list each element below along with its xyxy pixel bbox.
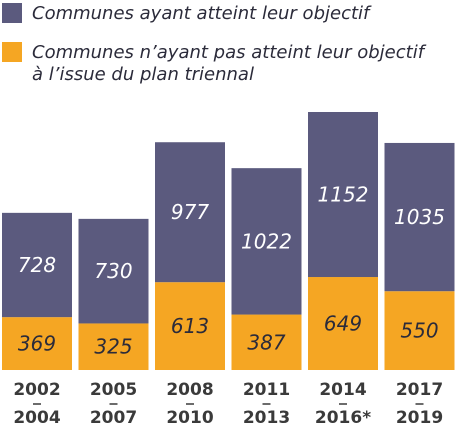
tick-label-end-2: 2010 <box>166 408 213 428</box>
legend-label-1-1: à l’issue du plan triennal <box>32 64 254 85</box>
legend: Communes ayant atteint leur objectif Comm… <box>2 3 427 85</box>
tick-label-end-5: 2019 <box>396 408 443 428</box>
bar-reached-4 <box>308 112 378 278</box>
data-label-not-reached-4: 649 <box>324 312 362 336</box>
legend-label-1-0: Communes n’ayant pas atteint leur object… <box>32 42 427 63</box>
tick-label-start-5: 2017 <box>396 380 443 400</box>
data-label-reached-4: 1152 <box>318 183 369 207</box>
tick-label-end-3: 2013 <box>243 408 290 428</box>
bar-reached-3 <box>231 168 302 315</box>
bar-not-reached-2 <box>155 282 225 370</box>
bar-reached-5 <box>384 142 455 292</box>
data-label-not-reached-5: 550 <box>400 319 438 343</box>
bar-reached-1 <box>78 218 149 324</box>
tick-label-end-1: 2007 <box>90 408 137 428</box>
tick-label-end-0: 2004 <box>13 408 60 428</box>
x-axis: 2002 2004 2005 2007 2008 2010 2011 2013 2014 2016… <box>13 380 443 428</box>
bars: 369 728 325 730 613 977 387 1022 649 1152 550 1035 <box>2 112 455 370</box>
tick-label-start-3: 2011 <box>243 380 290 400</box>
bar-reached-2 <box>155 142 225 283</box>
legend-swatch-0 <box>2 3 22 23</box>
tick-label-start-2: 2008 <box>166 380 213 400</box>
bar-not-reached-5 <box>384 291 455 370</box>
tick-label-start-0: 2002 <box>13 380 60 400</box>
data-label-reached-3: 1022 <box>241 229 292 253</box>
data-label-not-reached-2: 613 <box>171 314 209 338</box>
tick-label-start-4: 2014 <box>319 380 366 400</box>
data-label-reached-1: 730 <box>94 259 132 283</box>
data-label-not-reached-3: 387 <box>247 330 285 354</box>
legend-swatch-1 <box>2 42 22 62</box>
tick-label-end-4: 2016* <box>315 408 371 428</box>
bar-not-reached-4 <box>308 277 378 370</box>
data-label-not-reached-0: 369 <box>18 332 56 356</box>
bar-not-reached-1 <box>78 323 149 370</box>
data-label-reached-5: 1035 <box>394 205 445 229</box>
data-label-reached-0: 728 <box>18 253 56 277</box>
bar-not-reached-0 <box>2 317 72 370</box>
tick-label-start-1: 2005 <box>90 380 137 400</box>
legend-label-0-0: Communes ayant atteint leur objectif <box>32 3 372 24</box>
data-label-not-reached-1: 325 <box>94 335 132 359</box>
bar-reached-0 <box>2 212 72 318</box>
bar-not-reached-3 <box>231 314 302 370</box>
data-label-reached-2: 977 <box>171 200 209 224</box>
